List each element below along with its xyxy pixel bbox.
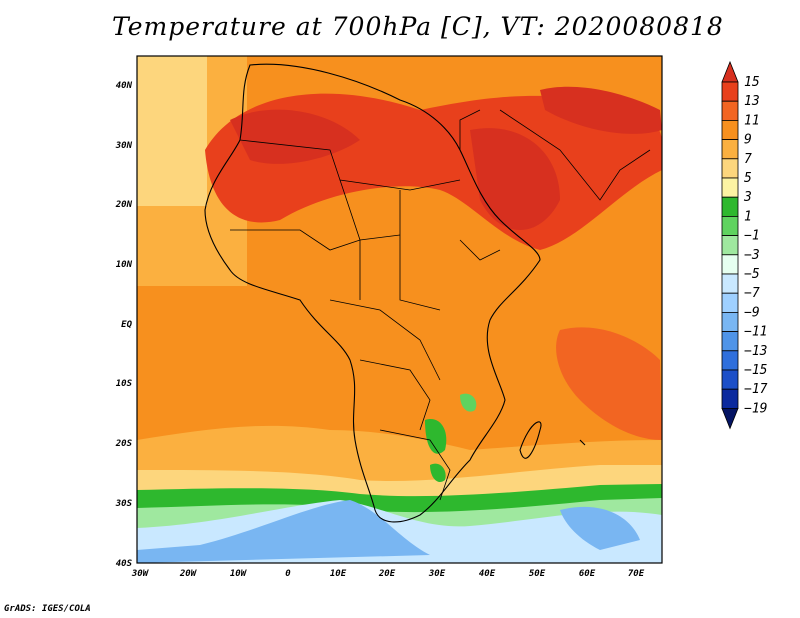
colorbar-swatch [721,196,739,217]
lat-axis: 40N 30N 20N 10N EQ 10S 20S 30S 40S [115,81,133,569]
colorbar-bottom-arrow [721,407,739,430]
colorbar-label: −19 [744,401,767,416]
colorbar-swatch [721,350,739,371]
colorbar-swatch [721,369,739,390]
plot-frame [136,55,663,564]
colorbar-label: −13 [744,344,767,359]
lon-label: 60E [579,569,596,579]
coastline [204,63,586,523]
colorbar: 15 13 11 9 7 5 3 1 −1 −3 −5 −7 −9 −11 −13 −15 −17 −19 [721,60,768,430]
lat-label: EQ [121,320,132,330]
colorbar-label: −5 [744,267,760,282]
colorbar-label: −1 [744,229,760,244]
colorbar-label: −17 [744,382,768,397]
colorbar-swatch [721,292,739,313]
lon-label: 20E [378,569,396,579]
credit-text: GrADS: IGES/COLA [4,604,91,614]
lon-label: 30E [428,569,446,579]
map-title: Temperature at 700hPa [C], VT: 202008081… [112,12,724,41]
colorbar-label: −15 [744,363,768,378]
colorbar-label: −9 [744,305,760,320]
lat-label: 30S [115,499,133,509]
lat-label: 40S [116,559,133,569]
lon-axis: 30W 20W 10W 0 10E 20E 30E 40E 50E 60E 70… [131,569,645,579]
colorbar-swatch [721,81,739,102]
lat-label: 30N [115,141,133,151]
colorbar-top-arrow [721,60,739,83]
colorbar-label: 9 [744,133,752,148]
colorbar-label: −7 [744,286,760,301]
colorbar-swatch [721,158,739,179]
lat-label: 10N [116,260,133,270]
lat-label: 40N [116,81,133,91]
colorbar-swatch [721,388,739,409]
colorbar-label: 5 [744,171,752,186]
colorbar-label: 7 [744,152,752,167]
lon-label: 10E [330,569,347,579]
lat-label: 20S [115,439,133,449]
colorbar-swatch [721,139,739,160]
colorbar-swatch [721,215,739,236]
colorbar-label: 1 [744,209,752,224]
colorbar-swatch [721,100,739,121]
colorbar-swatch [721,311,739,332]
country-borders [230,109,651,501]
colorbar-label: 13 [744,94,760,109]
lon-label: 20W [179,569,198,579]
colorbar-swatch [721,235,739,256]
lon-label: 10W [230,569,248,579]
colorbar-label: −11 [744,325,767,340]
lat-label: 20N [115,200,133,210]
colorbar-label: 11 [744,113,760,128]
lon-label: 50E [529,569,546,579]
colorbar-swatch [721,120,739,141]
lon-label: 70E [628,569,645,579]
lat-label: 10S [116,379,133,389]
colorbar-swatch [721,273,739,294]
colorbar-swatch [721,177,739,198]
colorbar-swatch [721,331,739,352]
colorbar-label: −3 [744,248,760,263]
colorbar-label: 15 [744,75,760,90]
temperature-field [137,56,662,563]
lon-label: 40E [479,569,496,579]
lon-label: 0 [285,569,291,579]
colorbar-swatch [721,254,739,275]
colorbar-label: 3 [743,190,752,205]
lon-label: 30W [131,569,150,579]
